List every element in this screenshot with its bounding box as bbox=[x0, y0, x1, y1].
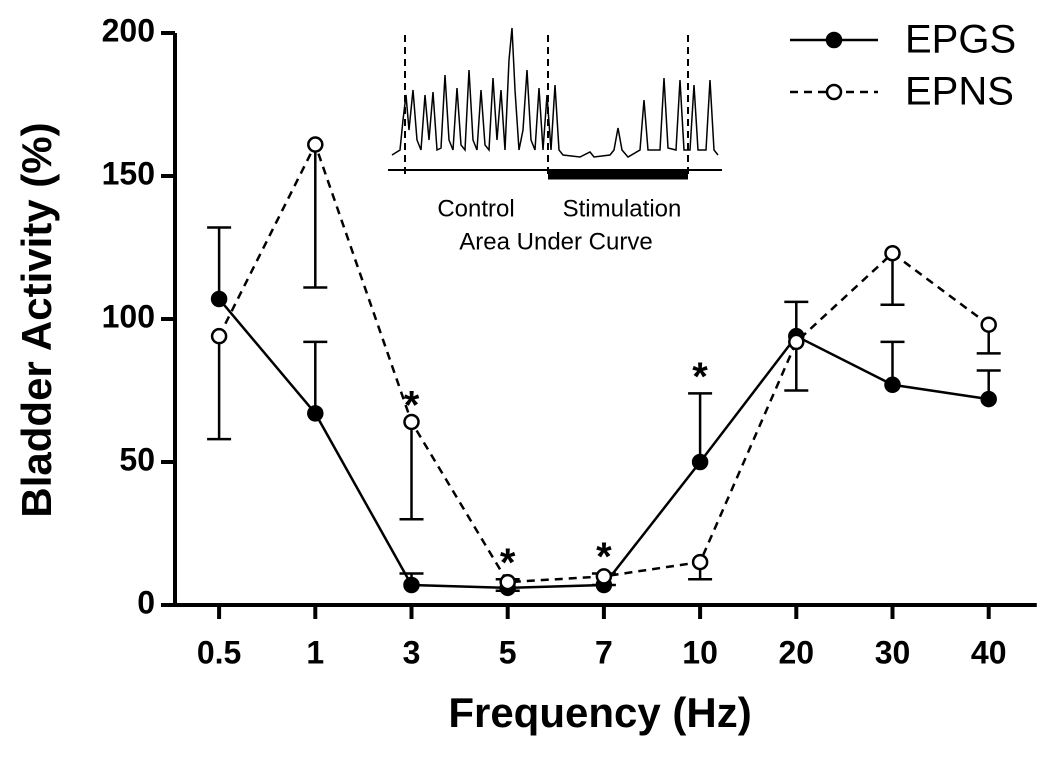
x-tick-label: 10 bbox=[682, 634, 718, 670]
inset-trace bbox=[391, 27, 719, 158]
data-point bbox=[210, 327, 228, 345]
significance-marker: * bbox=[404, 384, 420, 428]
data-point bbox=[884, 244, 901, 262]
inset-label: Stimulation bbox=[563, 195, 682, 222]
x-tick-label: 7 bbox=[595, 634, 613, 670]
data-point bbox=[403, 576, 420, 594]
significance-marker: * bbox=[692, 355, 708, 399]
x-tick-label: 1 bbox=[306, 634, 324, 670]
data-point bbox=[307, 405, 324, 422]
data-point bbox=[884, 376, 901, 394]
data-point bbox=[980, 390, 997, 408]
data-point bbox=[691, 553, 709, 571]
data-point bbox=[980, 316, 997, 333]
x-tick-label: 0.5 bbox=[197, 634, 241, 670]
x-tick-label: 5 bbox=[499, 634, 517, 670]
y-tick-label: 50 bbox=[119, 441, 155, 477]
y-tick-label: 150 bbox=[102, 155, 155, 191]
significance-marker: * bbox=[500, 541, 516, 585]
x-tick-label: 30 bbox=[875, 634, 911, 670]
y-tick-label: 0 bbox=[137, 584, 155, 620]
inset-label: Control bbox=[437, 195, 514, 222]
data-point bbox=[210, 290, 228, 308]
data-point bbox=[499, 573, 516, 591]
data-point bbox=[788, 333, 805, 351]
inset: Control Stimulation Area Under Curve bbox=[388, 27, 722, 255]
x-tick-label: 3 bbox=[403, 634, 421, 670]
data-point bbox=[403, 413, 420, 431]
x-tick-label: 20 bbox=[779, 634, 815, 670]
legend-marker bbox=[825, 31, 843, 49]
data-point bbox=[307, 136, 324, 153]
x-tick-label: 40 bbox=[971, 634, 1007, 670]
legend-label: EPNS bbox=[905, 70, 1014, 114]
y-tick-label: 200 bbox=[102, 12, 155, 48]
significance-marker: * bbox=[596, 535, 612, 579]
legend-marker bbox=[825, 83, 843, 101]
legend-label: EPGS bbox=[905, 18, 1016, 62]
inset-label: Area Under Curve bbox=[459, 228, 652, 255]
x-axis-title: Frequency (Hz) bbox=[448, 689, 751, 736]
y-axis-title: Bladder Activity (%) bbox=[13, 122, 60, 517]
y-tick-label: 100 bbox=[102, 298, 155, 334]
data-point bbox=[595, 568, 613, 585]
data-point bbox=[691, 453, 709, 471]
